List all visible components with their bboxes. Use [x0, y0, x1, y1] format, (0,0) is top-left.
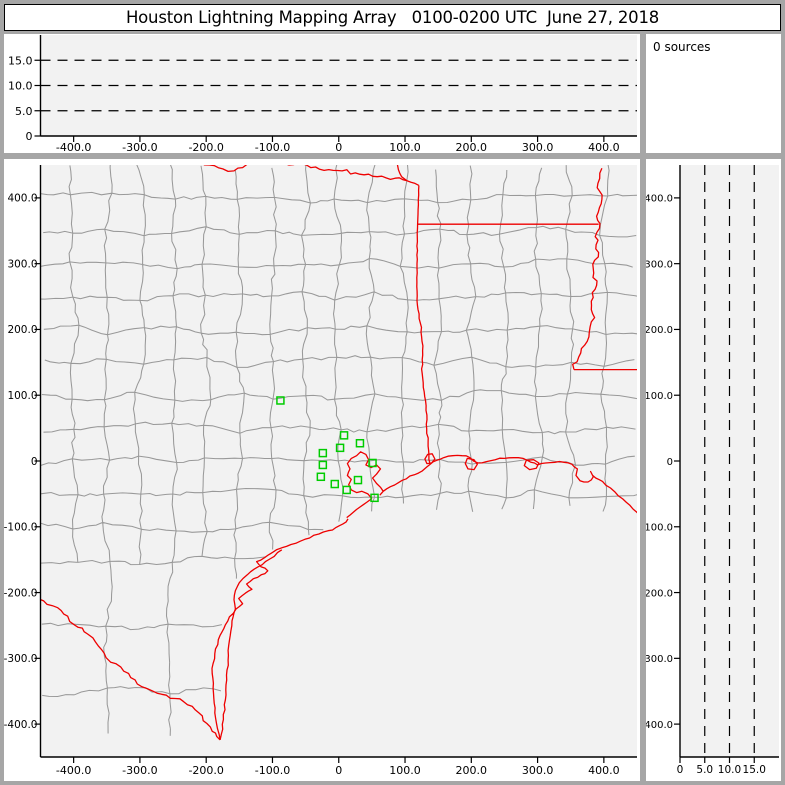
tick-label: 100.0	[646, 391, 673, 402]
title-bar: Houston Lightning Mapping Array 0100-020…	[4, 4, 781, 31]
tick-label: -100.0	[4, 522, 38, 534]
sources-count-panel: 0 sources	[646, 34, 781, 153]
tick-label: -200.0	[646, 588, 673, 599]
altitude-ns-plot: 400.0 300.0 200.0 100.0 0 -100.0 -200.0 -300.0 -…	[646, 165, 779, 776]
altitude-ew-plot: 0 5.0 10.0 15.0 -400.0 -300.0 -200.0 -100.0 0 100…	[8, 35, 637, 153]
tick-label: -300.0	[122, 764, 157, 777]
tick-label: -400.0	[4, 719, 38, 731]
tick-label: 100.0	[389, 141, 421, 153]
lma-station-marker	[353, 475, 363, 485]
window-title: Houston Lightning Mapping Array 0100-020…	[125, 8, 660, 27]
tick-label: -300.0	[4, 653, 38, 665]
sources-count-plot: 0 sources	[653, 40, 711, 54]
tick-label: 300.0	[646, 259, 673, 270]
tick-label: 0	[667, 457, 673, 468]
lma-station-marker	[318, 448, 328, 458]
tick-label: 10.0	[718, 764, 741, 776]
plan-view-map-panel: 400.0 300.0 200.0 100.0 0 -100.0 -200.0 -300.0 -…	[4, 159, 640, 781]
tick-label: -300.0	[122, 141, 157, 153]
tick-label: 200.0	[646, 325, 673, 336]
tick-label: -200.0	[188, 141, 223, 153]
tick-label: 100.0	[7, 390, 37, 402]
tick-label: -400.0	[56, 141, 91, 153]
tick-label: -400.0	[646, 720, 673, 731]
tick-label: -100.0	[255, 764, 290, 777]
map-layers	[40, 165, 637, 741]
tick-label: -400.0	[56, 764, 91, 777]
tick-label: 400.0	[588, 141, 620, 153]
tick-label: 300.0	[522, 141, 554, 153]
tick-label: 400.0	[646, 194, 673, 205]
tick-label: 200.0	[7, 324, 37, 336]
tick-label: 0	[335, 141, 342, 153]
tick-label: -100.0	[646, 523, 673, 534]
tick-label: 300.0	[7, 258, 37, 270]
tick-label: 5.0	[15, 105, 33, 118]
tick-label: -300.0	[646, 654, 673, 665]
tick-label: 300.0	[522, 764, 554, 777]
tick-label: 5.0	[696, 764, 713, 776]
altitude-ns-panel: 400.0 300.0 200.0 100.0 0 -100.0 -200.0 -300.0 -…	[646, 159, 781, 781]
lma-station-marker	[335, 443, 345, 453]
tick-label: 100.0	[389, 764, 421, 777]
tick-label: 10.0	[8, 80, 33, 93]
lma-station-marker	[355, 438, 365, 448]
lma-station-marker	[276, 396, 285, 405]
lma-station-marker	[368, 458, 377, 468]
tick-label: 400.0	[588, 764, 620, 777]
tick-label: -200.0	[188, 764, 223, 777]
tick-label: 15.0	[743, 764, 766, 776]
county-lines	[40, 165, 637, 736]
tick-label: 200.0	[456, 764, 488, 777]
tick-label: 0	[335, 764, 342, 777]
altitude-ew-panel: 0 5.0 10.0 15.0 -400.0 -300.0 -200.0 -100.0 0 100…	[4, 34, 640, 153]
sources-count-label: 0 sources	[653, 40, 711, 54]
state-borders-coastline	[40, 165, 637, 741]
lma-station-marker	[342, 485, 351, 495]
plan-view-map-plot: 400.0 300.0 200.0 100.0 0 -100.0 -200.0 -300.0 -…	[4, 165, 637, 777]
tick-label: -200.0	[4, 587, 38, 599]
tick-label: -100.0	[255, 141, 290, 153]
tick-label: 200.0	[456, 141, 488, 153]
lma-station-markers	[276, 396, 379, 503]
tick-label: 0	[677, 764, 684, 776]
lma-station-marker	[330, 479, 340, 489]
tick-label: 15.0	[8, 54, 33, 67]
lma-station-marker	[370, 493, 379, 503]
tick-label: 400.0	[7, 193, 37, 205]
lma-station-marker	[339, 431, 349, 440]
lma-station-marker	[316, 472, 326, 482]
lma-station-marker	[318, 460, 328, 470]
tick-label: 0	[31, 456, 38, 468]
tick-label: 0	[26, 130, 33, 143]
